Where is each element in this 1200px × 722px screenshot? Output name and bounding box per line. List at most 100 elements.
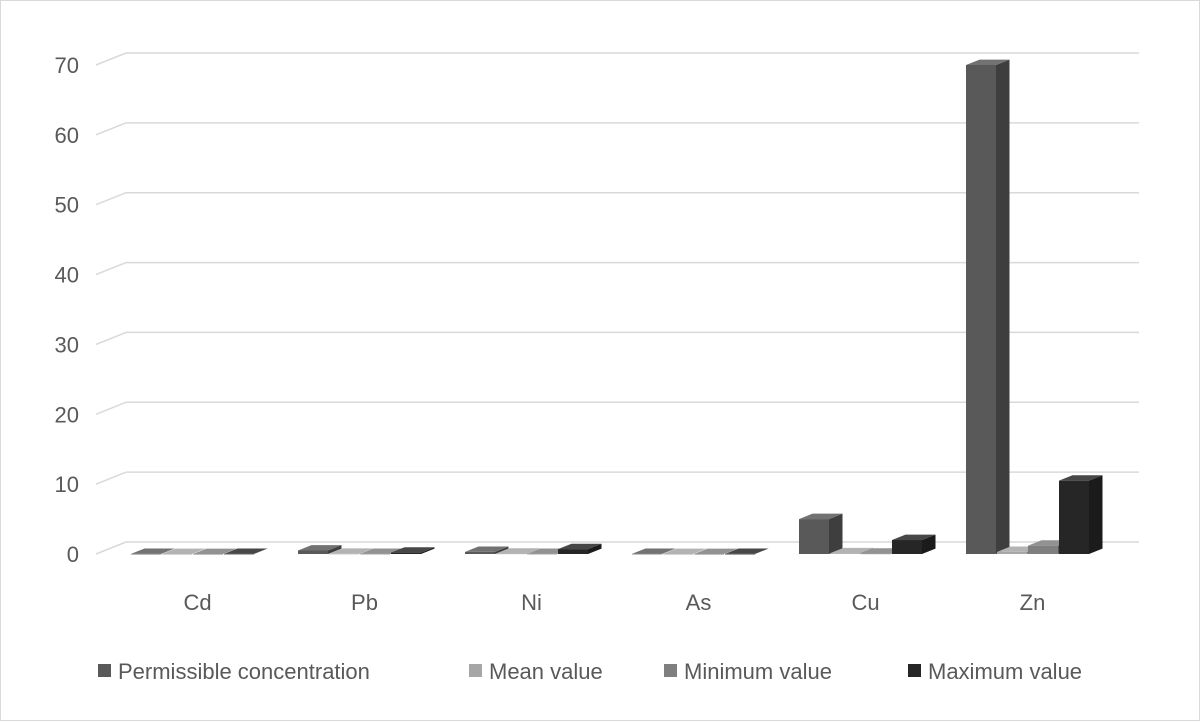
gridline-side [95, 401, 127, 415]
bar-side [495, 546, 509, 554]
y-tick-label: 40 [55, 263, 79, 288]
legend-label: Mean value [489, 659, 603, 684]
bar-front [131, 553, 161, 555]
x-category-label: Cd [183, 590, 211, 615]
legend-item: Minimum value [664, 659, 832, 684]
bar-top [224, 548, 268, 554]
bar-front [193, 553, 223, 555]
bar-side [254, 548, 268, 554]
bar-top [131, 548, 175, 554]
bar-top [329, 548, 373, 554]
bar-front [391, 552, 421, 554]
bar-front [892, 540, 922, 554]
bar [892, 534, 936, 554]
x-category-label: Ni [521, 590, 542, 615]
bar-top [391, 547, 435, 553]
bar-side [1089, 475, 1103, 554]
bar [694, 548, 738, 555]
bar-top [1059, 475, 1103, 481]
bar-front [632, 553, 662, 555]
bar-top [725, 548, 769, 554]
legend: Permissible concentration Mean value Minim… [98, 659, 1082, 684]
bar-front [360, 553, 390, 555]
bar [465, 546, 509, 554]
bar-side [693, 548, 707, 554]
bar-front [224, 553, 254, 555]
bar-top [694, 548, 738, 554]
x-category-label: As [686, 590, 712, 615]
bar-front [997, 551, 1027, 554]
bar-side [526, 548, 540, 554]
y-tick-label: 0 [67, 542, 79, 567]
bar [663, 548, 707, 555]
gridline-side [95, 541, 127, 555]
y-tick-label: 60 [55, 123, 79, 148]
bar [162, 548, 206, 555]
y-tick-label: 30 [55, 332, 79, 357]
bar-front [496, 553, 526, 555]
legend-label: Maximum value [928, 659, 1082, 684]
bar-front [966, 65, 996, 554]
bar-side [724, 548, 738, 554]
bar-front [694, 553, 724, 555]
bar-side [662, 548, 676, 554]
legend-item: Mean value [469, 659, 603, 684]
bar-top [966, 59, 1010, 65]
gridline-side [95, 192, 127, 206]
gridline-side [95, 331, 127, 346]
gridline-side [95, 52, 127, 66]
bar-top [892, 534, 936, 541]
y-tick-label: 50 [55, 193, 79, 218]
bar [799, 513, 843, 554]
x-axis-category-labels: Cd Pb Ni As Cu Zn [183, 590, 1045, 615]
bar-side [922, 534, 936, 554]
bar-side [829, 513, 843, 554]
bar-front [329, 553, 359, 555]
bar [329, 548, 373, 555]
bar-front [861, 553, 891, 555]
legend-label: Permissible concentration [118, 659, 370, 684]
y-tick-label: 20 [55, 402, 79, 427]
y-axis-tick-labels: 0 10 20 30 40 50 60 70 [55, 53, 79, 567]
bar-top [465, 546, 509, 552]
bar-front [1028, 545, 1058, 554]
legend-item: Maximum value [908, 659, 1082, 684]
x-category-label: Pb [351, 590, 378, 615]
bar [558, 543, 602, 554]
bar-side [996, 59, 1010, 554]
bar [131, 548, 175, 555]
bar [966, 59, 1010, 554]
bar [830, 547, 874, 554]
bar-top [558, 543, 602, 550]
bar [725, 548, 769, 555]
legend-swatch [664, 664, 677, 677]
bars [131, 59, 1103, 555]
y-tick-label: 10 [55, 472, 79, 497]
bar-front [725, 553, 755, 555]
bar-top [663, 548, 707, 554]
legend-item: Permissible concentration [98, 659, 370, 684]
gridline-side [95, 261, 127, 276]
bar-top [298, 545, 342, 551]
x-category-label: Zn [1020, 590, 1046, 615]
y-tick-label: 70 [55, 53, 79, 78]
legend-label: Minimum value [684, 659, 832, 684]
bar-side [223, 548, 237, 554]
legend-swatch [469, 664, 482, 677]
legend-swatch [908, 664, 921, 677]
bar-side [328, 545, 342, 554]
bar [193, 548, 237, 555]
x-category-label: Cu [851, 590, 879, 615]
bar-side [161, 548, 175, 554]
bar-front [298, 550, 328, 554]
bar [632, 548, 676, 555]
bar-front [162, 553, 192, 555]
bar-side [421, 547, 435, 554]
bar-front [1059, 480, 1089, 554]
bar [391, 547, 435, 554]
bar-side [192, 548, 206, 554]
bar-top [496, 548, 540, 554]
bar [224, 548, 268, 555]
gridline-side [95, 471, 127, 485]
